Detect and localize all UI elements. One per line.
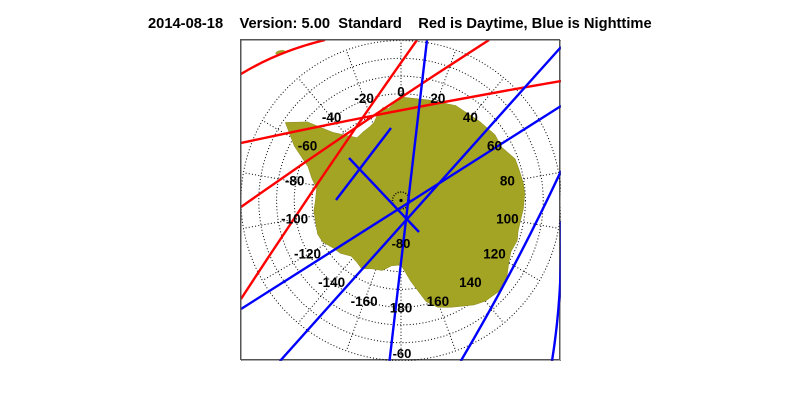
svg-text:100: 100 [496, 211, 519, 226]
svg-text:-80: -80 [392, 236, 411, 251]
svg-text:-20: -20 [354, 91, 374, 106]
svg-text:120: 120 [483, 247, 506, 262]
svg-text:-100: -100 [281, 211, 308, 226]
svg-text:40: 40 [463, 110, 478, 125]
svg-text:160: 160 [427, 294, 450, 309]
svg-text:-160: -160 [351, 294, 378, 309]
svg-text:-60: -60 [298, 139, 318, 154]
svg-text:20: 20 [430, 91, 445, 106]
svg-text:80: 80 [500, 174, 515, 189]
svg-text:-40: -40 [322, 110, 342, 125]
svg-text:-60: -60 [393, 346, 412, 361]
svg-text:-120: -120 [294, 247, 321, 262]
svg-text:-80: -80 [285, 174, 305, 189]
svg-text:180: 180 [390, 301, 413, 316]
svg-text:140: 140 [459, 275, 482, 290]
svg-text:60: 60 [487, 139, 502, 154]
svg-text:0: 0 [397, 85, 405, 100]
svg-text:-140: -140 [318, 275, 345, 290]
